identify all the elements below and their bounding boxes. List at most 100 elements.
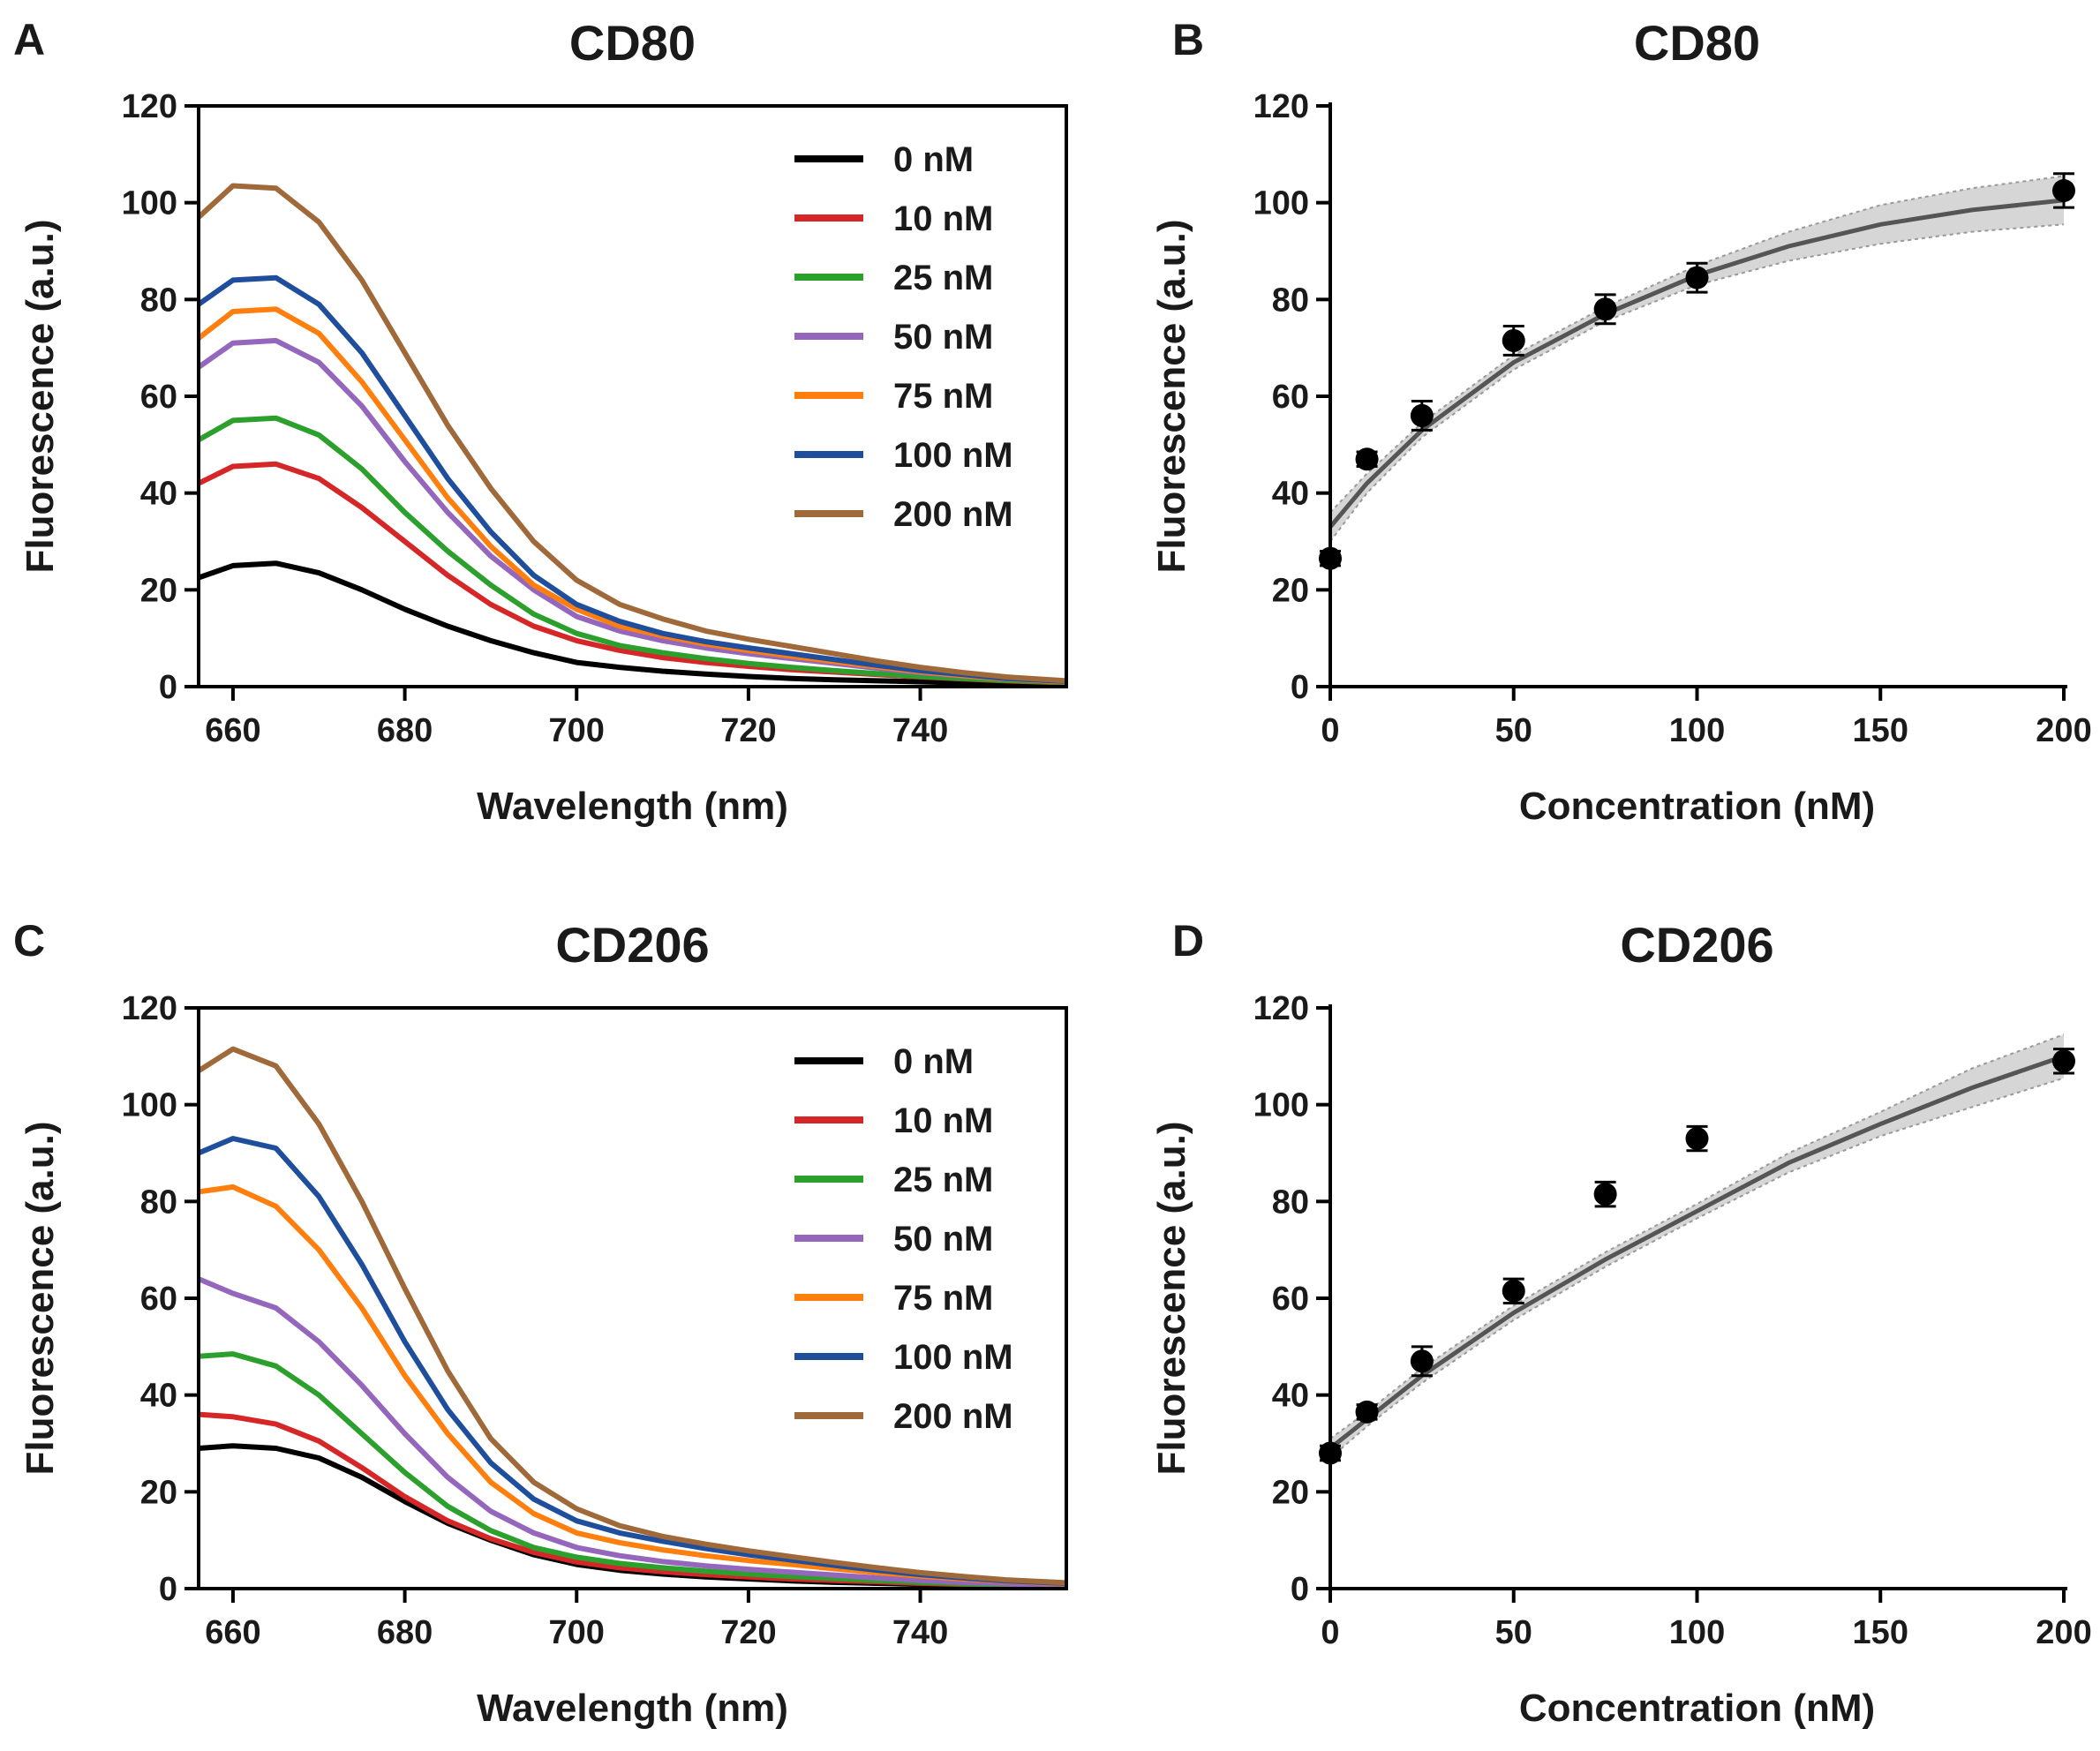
series-line-100-nm: [199, 274, 1066, 684]
panel-letter: A: [13, 15, 45, 64]
y-tick-label: 120: [1253, 88, 1309, 125]
x-tick-label: 0: [1321, 1614, 1339, 1651]
data-point: [2052, 1049, 2075, 1073]
y-tick-label: 0: [159, 669, 177, 706]
x-tick-label: 680: [377, 1614, 433, 1651]
legend-label: 50 nM: [893, 318, 993, 357]
x-tick-label: 700: [549, 712, 605, 749]
legend-label: 50 nM: [893, 1220, 993, 1259]
legend-label: 10 nM: [893, 199, 993, 238]
legend-label: 0 nM: [893, 140, 974, 179]
series-line-25-nm: [199, 1351, 1066, 1589]
legend-label: 25 nM: [893, 1161, 993, 1199]
confidence-band: [1330, 176, 2064, 542]
y-tick-label: 40: [1272, 1378, 1309, 1415]
y-axis-label: Fluorescence (a.u.): [1150, 219, 1193, 573]
x-tick-label: 720: [720, 712, 776, 749]
y-axis-label: Fluorescence (a.u.): [19, 219, 62, 573]
fit-curve: [1330, 1054, 2064, 1450]
plot-area: [199, 1046, 1066, 1589]
x-tick-label: 680: [377, 712, 433, 749]
y-tick-label: 120: [1253, 990, 1309, 1027]
y-tick-label: 60: [140, 379, 177, 416]
y-tick-label: 20: [1272, 572, 1309, 609]
x-tick-label: 700: [549, 1614, 605, 1651]
panel-b: B CD80 0 20 40 60 80 100 120 0 50 100 150 200 Concentr…: [1150, 15, 2092, 828]
legend-label: 10 nM: [893, 1101, 993, 1140]
y-tick-label: 100: [122, 1087, 177, 1124]
ci-upper-line: [1330, 1033, 2064, 1439]
series-line-50-nm: [199, 1276, 1066, 1589]
legend-label: 100 nM: [893, 1338, 1013, 1377]
data-point: [2052, 178, 2075, 202]
y-tick-label: 120: [122, 990, 177, 1027]
y-tick-label: 40: [140, 1378, 177, 1415]
series-line-200-nm: [199, 1046, 1066, 1586]
plot-area: [1330, 175, 2064, 543]
legend-label: 75 nM: [893, 1279, 993, 1318]
ci-lower-line: [1330, 223, 2064, 543]
y-tick-label: 80: [1272, 1184, 1309, 1221]
data-point: [1685, 1127, 1709, 1151]
y-tick-label: 40: [140, 476, 177, 513]
panel-a: A CD80 0 20 40 60 80 100 120 660 680 700 720 740 Wavel…: [13, 15, 1068, 828]
data-point: [1593, 1183, 1617, 1206]
legend-label: 0 nM: [893, 1042, 974, 1081]
y-tick-label: 80: [140, 1184, 177, 1221]
y-tick-label: 40: [1272, 476, 1309, 513]
y-tick-label: 100: [1253, 185, 1309, 222]
x-tick-label: 50: [1495, 712, 1532, 749]
y-tick-label: 80: [140, 282, 177, 319]
plot-area: [199, 183, 1066, 687]
series-line-25-nm: [199, 415, 1066, 686]
series-line-0-nm: [199, 560, 1066, 687]
ci-upper-line: [1330, 175, 2064, 514]
legend-label: 75 nM: [893, 377, 993, 416]
x-axis-label: Wavelength (nm): [477, 785, 788, 828]
series-line-10-nm: [199, 1411, 1066, 1589]
legend-label: 200 nM: [893, 495, 1013, 534]
data-point: [1502, 1279, 1525, 1303]
y-tick-label: 20: [1272, 1474, 1309, 1511]
y-tick-label: 20: [140, 1474, 177, 1511]
chart-title: CD206: [1620, 917, 1773, 973]
legend-label: 100 nM: [893, 436, 1013, 475]
panel-letter: C: [13, 916, 45, 966]
data-point: [1593, 297, 1617, 321]
x-tick-label: 200: [2036, 1614, 2091, 1651]
confidence-band: [1330, 1034, 2064, 1458]
x-tick-label: 200: [2036, 712, 2091, 749]
y-tick-label: 100: [1253, 1087, 1309, 1124]
y-tick-label: 100: [122, 185, 177, 222]
legend: 0 nM 10 nM 25 nM 50 nM 75 nM 100 nM 200 nM: [794, 140, 1013, 534]
x-tick-label: 150: [1853, 1614, 1908, 1651]
x-tick-label: 660: [205, 1614, 260, 1651]
data-point: [1685, 266, 1709, 289]
x-tick-label: 740: [892, 712, 948, 749]
x-tick-label: 100: [1669, 712, 1725, 749]
y-tick-label: 60: [140, 1281, 177, 1318]
y-tick-label: 20: [140, 572, 177, 609]
x-tick-label: 0: [1321, 712, 1339, 749]
y-tick-label: 60: [1272, 379, 1309, 416]
data-point: [1355, 1400, 1379, 1424]
x-axis-label: Wavelength (nm): [477, 1687, 788, 1730]
y-axis-label: Fluorescence (a.u.): [1150, 1121, 1193, 1475]
y-tick-label: 80: [1272, 282, 1309, 319]
y-tick-label: 0: [1291, 1571, 1309, 1608]
x-tick-label: 150: [1853, 712, 1908, 749]
x-tick-label: 100: [1669, 1614, 1725, 1651]
chart-title: CD206: [555, 917, 709, 973]
chart-title: CD80: [1634, 15, 1760, 71]
legend-label: 200 nM: [893, 1397, 1013, 1436]
x-axis-label: Concentration (nM): [1519, 785, 1875, 828]
y-tick-label: 0: [1291, 669, 1309, 706]
data-point: [1502, 328, 1525, 352]
panel-letter: B: [1172, 15, 1204, 64]
y-tick-label: 0: [159, 1571, 177, 1608]
panel-d: D CD206 0 20 40 60 80 100 120 0 50 100 150 200 Concent…: [1150, 916, 2092, 1730]
data-point: [1410, 403, 1434, 427]
panel-letter: D: [1172, 916, 1204, 966]
y-axis-label: Fluorescence (a.u.): [19, 1121, 62, 1475]
